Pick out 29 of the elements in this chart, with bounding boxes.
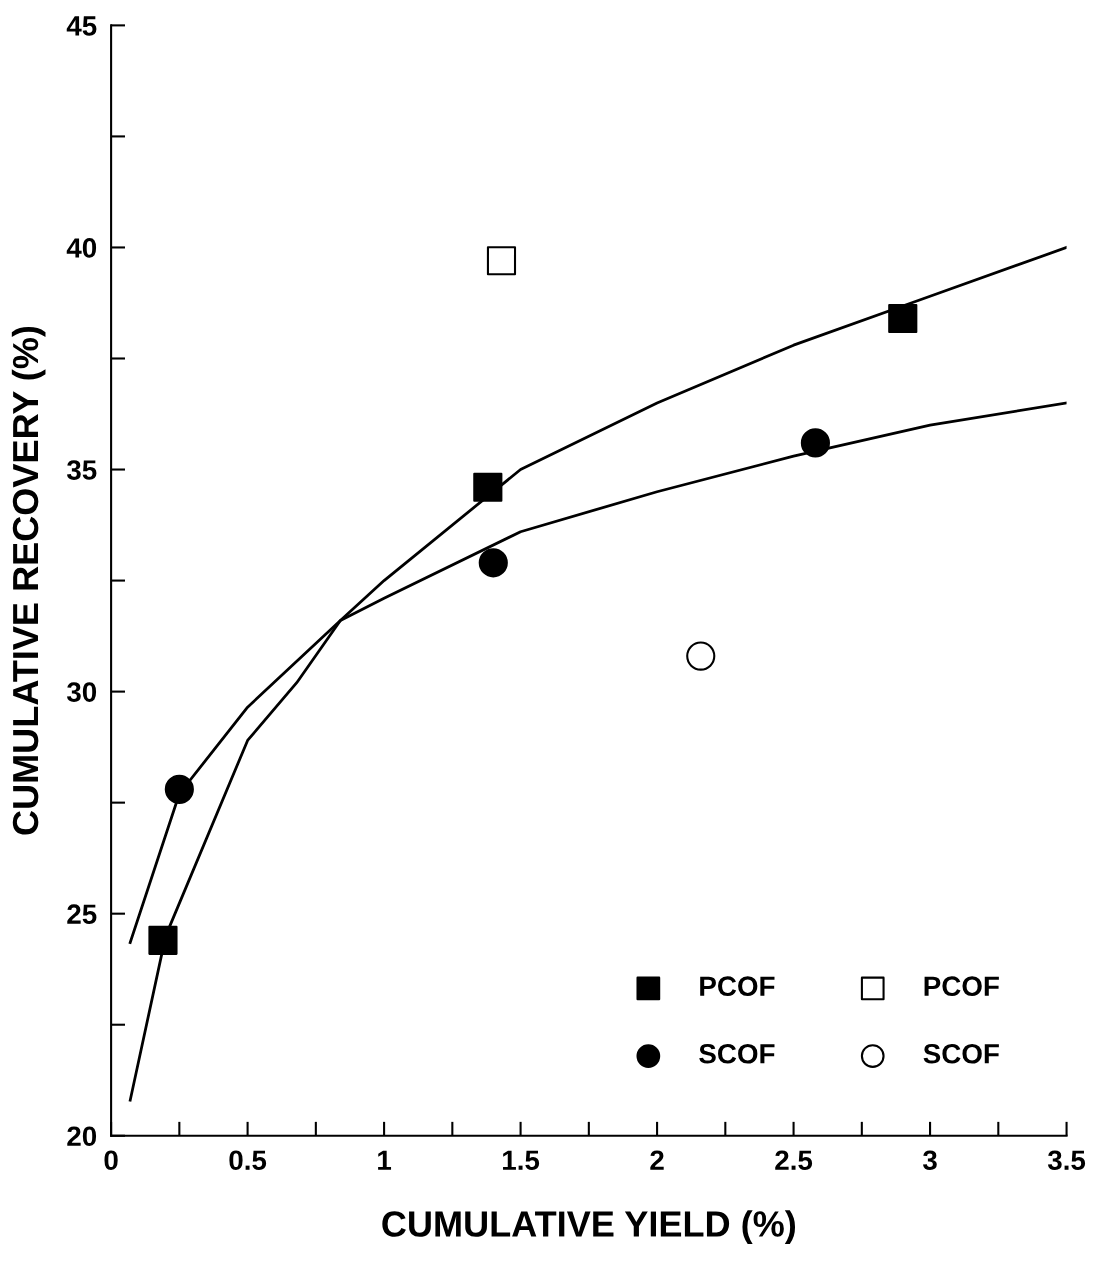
x-tick-label: 3.5	[1047, 1150, 1086, 1171]
y-axis-title: CUMULATIVE RECOVERY (%)	[11, 326, 46, 835]
point	[473, 472, 503, 502]
point	[486, 246, 517, 276]
point	[148, 925, 178, 955]
x-tick-label: 0.5	[229, 1150, 267, 1171]
x-axis-title: CUMULATIVE YIELD (%)	[382, 1210, 796, 1244]
y-tick-label: 40	[66, 238, 97, 258]
x-tick-label: 2	[650, 1150, 664, 1170]
line-series	[128, 246, 1067, 1102]
x-tick-label: 1	[378, 1150, 392, 1170]
legend-label: PCOF	[700, 976, 775, 997]
point	[478, 548, 508, 578]
point	[164, 774, 194, 804]
y-tick-label: 30	[66, 682, 97, 702]
legend-label: PCOF	[924, 976, 999, 997]
y-tick-label: 45	[66, 16, 97, 36]
point	[888, 303, 918, 334]
point	[686, 641, 716, 671]
y-tick-label: 25	[67, 904, 97, 925]
legend-label: SCOF	[699, 1043, 775, 1064]
x-tick-label: 0	[104, 1150, 118, 1171]
x-tick-label: 2.5	[775, 1150, 813, 1171]
y-tick-label: 35	[66, 460, 97, 480]
x-tick-label: 3	[922, 1150, 937, 1171]
point	[800, 428, 830, 458]
x-tick-label: 1.5	[503, 1150, 540, 1171]
legend-label: SCOF	[923, 1043, 999, 1064]
y-tick-label: 20	[67, 1126, 97, 1147]
